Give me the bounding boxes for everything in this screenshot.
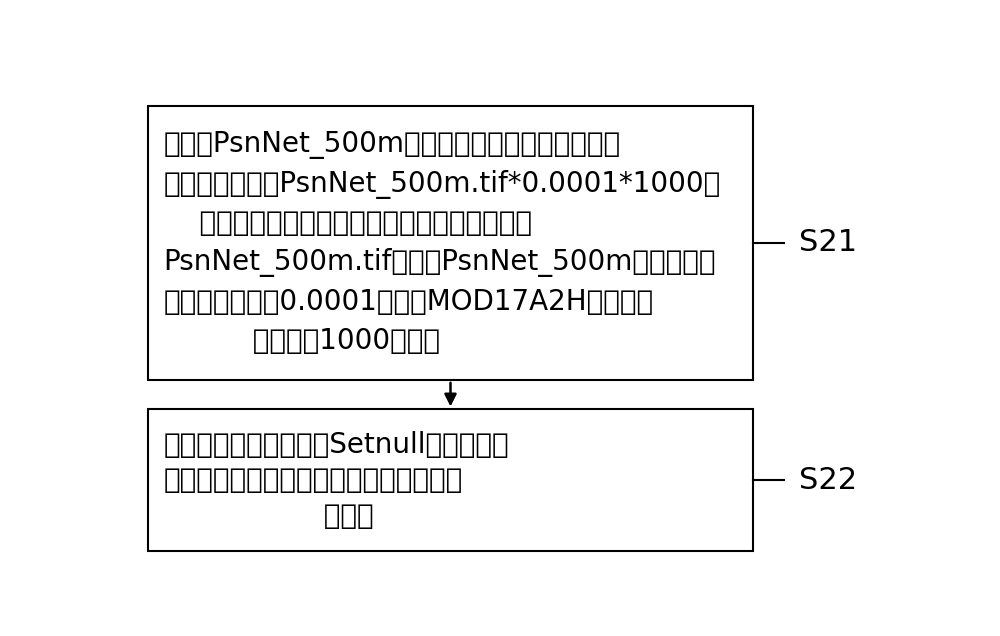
Text: 换算，根据公式PsnNet_500m.tif*0.0001*1000进: 换算，根据公式PsnNet_500m.tif*0.0001*1000进	[164, 170, 721, 198]
Text: 二图层: 二图层	[164, 502, 373, 530]
Text: 例因子，1000为常量: 例因子，1000为常量	[164, 327, 440, 355]
Text: 图像文本格式，0.0001为所述MOD17A2H数据的比: 图像文本格式，0.0001为所述MOD17A2H数据的比	[164, 287, 654, 315]
FancyBboxPatch shape	[148, 106, 753, 380]
FancyBboxPatch shape	[148, 410, 753, 551]
Text: 行计算，得到转换因子消除的第一图层，其中: 行计算，得到转换因子消除的第一图层，其中	[164, 209, 532, 237]
Text: PsnNet_500m.tif为所述PsnNet_500m图层的标签: PsnNet_500m.tif为所述PsnNet_500m图层的标签	[164, 248, 716, 277]
Text: 第一图层进行类别填充，得到填充后的第: 第一图层进行类别填充，得到填充后的第	[164, 466, 463, 494]
Text: S21: S21	[799, 228, 857, 258]
Text: 根据所述栅格计算器的Setnull函数对所述: 根据所述栅格计算器的Setnull函数对所述	[164, 431, 509, 459]
Text: 将所述PsnNet_500m图层通过栅格计算器进行数值: 将所述PsnNet_500m图层通过栅格计算器进行数值	[164, 131, 621, 159]
Text: S22: S22	[799, 466, 857, 495]
